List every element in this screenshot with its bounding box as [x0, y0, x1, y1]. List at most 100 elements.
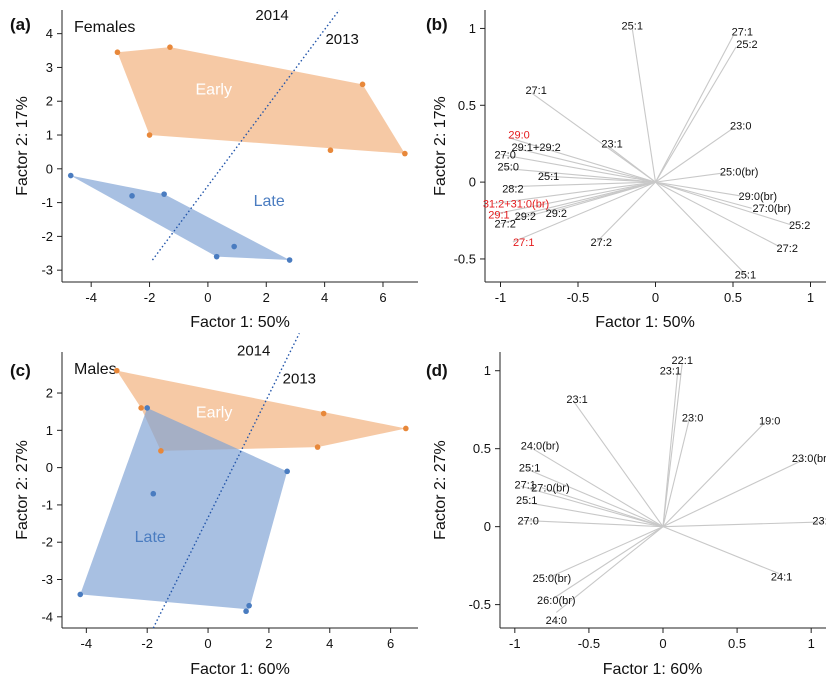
data-point-late	[67, 172, 74, 179]
loading-label: 29:0	[508, 129, 529, 141]
loading-label: 25:2	[789, 220, 810, 232]
loading-vector	[573, 401, 664, 527]
data-point-late	[129, 193, 135, 199]
loading-label: 25:0(br)	[533, 573, 572, 585]
y-tick-label: -2	[41, 229, 53, 244]
y-tick-label: 0	[469, 175, 476, 190]
loading-vector	[662, 526, 779, 574]
x-axis-title: Factor 1: 60%	[190, 661, 290, 678]
data-point-early	[167, 44, 173, 50]
y-axis-title: Factor 2: 27%	[432, 440, 449, 540]
panel-label: (b)	[426, 15, 448, 34]
x-tick-label: 1	[808, 636, 815, 651]
loading-vector	[655, 127, 734, 183]
hull-early	[117, 47, 405, 154]
loading-vector	[520, 485, 664, 528]
data-point-early	[359, 81, 366, 88]
loading-vector	[655, 46, 737, 183]
loading-vector	[608, 146, 656, 183]
x-tick-label: -1	[509, 636, 521, 651]
x-axis-title: Factor 1: 60%	[603, 661, 703, 678]
data-point-early	[158, 448, 164, 454]
y-tick-label: -1	[41, 195, 53, 210]
x-tick-label: 0.5	[728, 636, 746, 651]
loading-label: 25:0	[498, 162, 519, 174]
loading-vector	[508, 137, 656, 183]
loading-label: 27:0	[517, 515, 538, 527]
year-annotation: 2014	[255, 7, 288, 24]
data-point-late	[284, 468, 290, 475]
data-point-early	[402, 150, 408, 157]
y-tick-label: -0.5	[469, 597, 491, 612]
loading-vector	[631, 28, 657, 183]
data-point-late	[213, 253, 220, 260]
x-tick-label: 0	[204, 290, 211, 305]
y-tick-label: 0.5	[458, 98, 476, 113]
x-tick-label: -0.5	[567, 290, 589, 305]
data-point-late	[150, 490, 157, 497]
x-tick-label: 2	[263, 290, 270, 305]
y-tick-label: 2	[46, 386, 53, 401]
y-tick-label: 1	[46, 423, 53, 438]
loading-vector	[662, 370, 679, 527]
loading-label: 27:1	[732, 27, 753, 39]
loading-label: 29:1	[488, 209, 509, 221]
x-tick-label: 0.5	[724, 290, 742, 305]
loading-label: 29:2	[515, 211, 536, 223]
loading-label: 24:1	[771, 572, 792, 584]
y-tick-label: 0.5	[473, 441, 491, 456]
data-point-late	[144, 405, 150, 411]
loading-vector	[522, 501, 664, 528]
x-axis-title: Factor 1: 50%	[190, 314, 290, 331]
panel-b: (b) -1 -0.5 0 0.5 1 -0.5 0 0.5 1 Factor 1: 50% Fact…	[426, 10, 826, 331]
x-tick-label: 1	[807, 290, 814, 305]
data-point-early	[138, 405, 144, 411]
y-axis-title: Factor 2: 17%	[14, 96, 31, 196]
loading-label: 23:0	[682, 412, 703, 424]
loading-vector	[655, 181, 793, 226]
y-axis-title: Factor 2: 27%	[14, 440, 31, 540]
data-point-late	[286, 257, 293, 263]
x-tick-label: 0	[659, 636, 666, 651]
panel-d: (d) -1 -0.5 0 0.5 1 -0.5 0 0.5 1 Factor 1: 60% Fact…	[426, 352, 826, 678]
loading-label: 25:1	[735, 269, 756, 281]
data-point-early	[113, 367, 120, 374]
y-tick-label: -4	[41, 609, 53, 624]
loading-vector	[655, 172, 724, 183]
y-tick-label: 1	[484, 363, 491, 378]
loading-label: 22:1	[672, 355, 693, 367]
year-annotation: 2013	[325, 31, 358, 48]
loading-label: 29:2	[546, 208, 567, 220]
y-tick-label: 0	[46, 161, 53, 176]
year-divider-line	[152, 333, 300, 629]
x-tick-label: 4	[321, 290, 328, 305]
y-tick-label: -3	[41, 263, 53, 278]
loading-label: 25:1	[622, 20, 643, 32]
loading-vector	[515, 147, 656, 183]
loading-label: 25:1	[538, 171, 559, 183]
data-point-early	[114, 49, 121, 56]
loading-label: 27:0	[494, 149, 515, 161]
loading-label: 24:0	[546, 615, 567, 627]
loading-vector	[492, 181, 656, 215]
data-point-early	[146, 132, 153, 138]
y-tick-label: -3	[41, 572, 53, 587]
data-point-late	[231, 243, 237, 250]
panel-label: (d)	[426, 361, 448, 380]
loading-label: 26:0(br)	[537, 595, 576, 607]
x-tick-label: 2	[265, 636, 272, 651]
loading-vector	[515, 181, 656, 217]
y-tick-label: 1	[469, 21, 476, 36]
loading-vector	[662, 521, 824, 528]
year-divider-line	[151, 9, 340, 261]
year-annotation: 2014	[237, 343, 270, 360]
loading-label: 27:2	[777, 243, 798, 255]
x-tick-label: -4	[85, 290, 97, 305]
y-tick-label: 3	[46, 60, 53, 75]
data-point-early	[403, 425, 409, 432]
hull-late	[80, 407, 288, 610]
group-label-early: Early	[196, 404, 232, 421]
group-label-late: Late	[135, 529, 166, 546]
loading-label: 27:2	[494, 219, 515, 231]
